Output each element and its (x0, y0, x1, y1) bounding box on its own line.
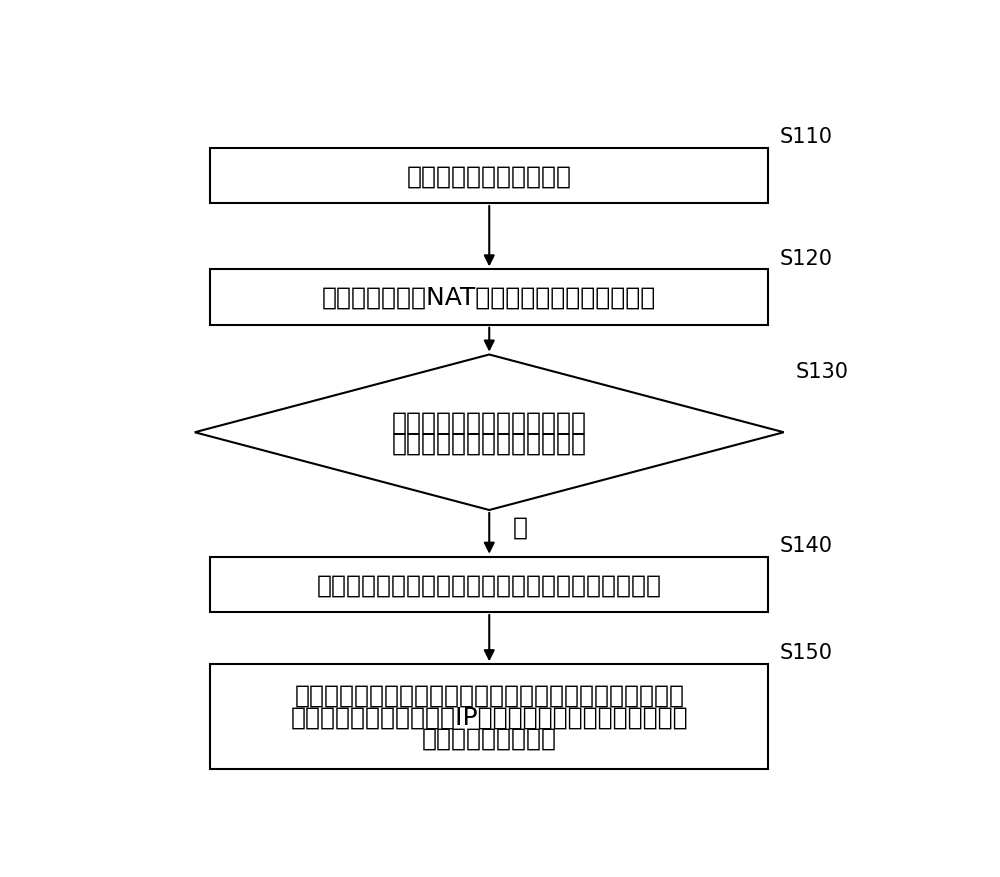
Text: S110: S110 (780, 127, 833, 147)
Text: 否: 否 (512, 515, 528, 539)
Text: 将正向报文转板至反向报文将会被分配的第二业务板: 将正向报文转板至反向报文将会被分配的第二业务板 (317, 573, 662, 596)
Text: 重定向列表与反向报文的IP地址对应，包括第一业务板和第: 重定向列表与反向报文的IP地址对应，包括第一业务板和第 (290, 704, 688, 729)
Text: 若正向报文命中NAT策略，对正向报文进行转换: 若正向报文命中NAT策略，对正向报文进行转换 (322, 286, 656, 310)
Text: 判断与正向报文对应的反向报: 判断与正向报文对应的反向报 (392, 410, 587, 434)
Text: S140: S140 (780, 536, 833, 556)
Bar (210, 270, 768, 325)
Bar (210, 664, 768, 769)
Text: 文是否会被分配至第一业务板: 文是否会被分配至第一业务板 (392, 431, 587, 455)
Text: 在第二业务板上新建重定向列表，并将正向报文进行外发；: 在第二业务板上新建重定向列表，并将正向报文进行外发； (294, 683, 684, 707)
Text: S120: S120 (780, 249, 833, 268)
Text: 二业务板的映射关系: 二业务板的映射关系 (422, 726, 557, 750)
Text: 第一业务板获取正向报文: 第一业务板获取正向报文 (407, 164, 572, 189)
Polygon shape (195, 355, 784, 510)
Text: S150: S150 (780, 643, 833, 663)
Text: S130: S130 (795, 362, 848, 381)
Bar (210, 557, 768, 612)
Bar (210, 148, 768, 203)
